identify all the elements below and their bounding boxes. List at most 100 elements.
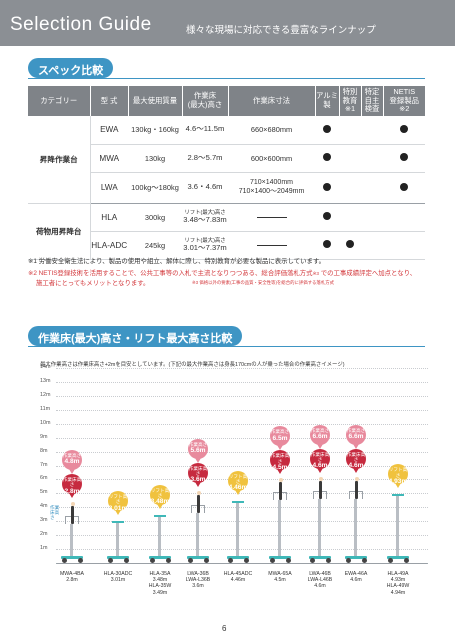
netis-cell <box>383 172 425 204</box>
height-pin: 作業床高さ 4.6m <box>346 448 366 469</box>
check-dot-icon <box>400 124 408 133</box>
worker-figure <box>355 480 358 499</box>
note-2a-sup: ※3 <box>312 271 319 276</box>
height-cell: 3.6・4.6m <box>182 172 228 204</box>
gridline <box>56 395 428 397</box>
model-label-line: 4.94m <box>390 589 406 596</box>
col-floor: 作業床寸法 <box>227 86 315 116</box>
note-3: ※3 価格以外の要素(工事の品質・安全性等)を総合的に評価する落札方式 <box>192 280 334 285</box>
check-dot-icon <box>323 240 331 248</box>
lift-platform <box>154 514 166 517</box>
header-bar <box>0 0 455 46</box>
y-axis-label: 2m <box>40 531 48 538</box>
aluminum-cell <box>315 172 339 204</box>
machine-mast <box>318 498 321 557</box>
model-label: MWA-65A 4.5m <box>258 571 302 583</box>
model-cell: EWA <box>90 116 128 145</box>
machine-mast <box>396 494 399 557</box>
model-label-line: 2.8m <box>66 577 78 584</box>
height-pin: リフト高さ 3.48m <box>150 484 170 506</box>
machine-mast <box>354 498 357 557</box>
table-row: 荷物用昇降台 HLA 300kg リフト(最大)高さ 3.48～7.83m <box>28 203 425 260</box>
model-label-line: 4.93m <box>390 577 406 584</box>
height-pin: 作業床高さ 3.6m <box>188 462 208 483</box>
height-pin: 作業高さ 6.6m <box>346 424 366 445</box>
worker-figure <box>71 506 74 524</box>
height-value: 3.01～7.37m <box>183 242 227 252</box>
wheel-icon <box>362 558 367 563</box>
y-axis-label: 9m <box>40 433 48 440</box>
education-cell <box>339 203 361 232</box>
model-label-line: LWA-36B <box>187 571 209 577</box>
note-2a-text: ※2 NETIS登録技術を活用することで、公共工事等の入札で主流となりつつある、… <box>28 270 313 277</box>
inspection-cell <box>361 203 383 232</box>
pin-value: 3.48m <box>150 498 170 506</box>
table-row: LWA 100kg～180kg 3.6・4.6m 710×1400mm 710×… <box>28 172 425 204</box>
page-number: 6 <box>222 624 227 633</box>
gridline <box>56 368 428 369</box>
pin-value: 4.93m <box>388 477 408 485</box>
pin-tail <box>395 483 401 489</box>
pin-value: 4.8m <box>64 458 80 466</box>
inspection-cell <box>361 116 383 145</box>
education-cell <box>339 172 361 204</box>
load-cell: 300kg <box>128 203 182 232</box>
model-label: HLA-35A 3.48m HLA-35W 3.49m <box>138 571 182 596</box>
machine-mast <box>236 500 239 557</box>
model-cell: MWA <box>90 144 128 173</box>
machine-base <box>149 556 171 559</box>
floor-cell <box>228 203 315 232</box>
model-label-line: HLA-35W <box>148 583 172 590</box>
wheel-icon <box>166 558 171 563</box>
pin-label: 作業床高さ <box>310 451 330 463</box>
pin-label: 作業高さ <box>346 427 366 433</box>
pin-label: 作業高さ <box>270 429 290 435</box>
wheel-icon <box>388 558 393 563</box>
height-pin: リフト高さ 3.01m <box>108 491 128 512</box>
wheel-icon <box>404 558 409 563</box>
worker-head <box>318 476 323 481</box>
machine-mast <box>158 514 161 557</box>
height-section-rule <box>28 346 425 347</box>
worker-head <box>278 478 283 483</box>
gridline <box>56 437 428 439</box>
model-label-line: HLA-35A <box>149 571 171 577</box>
check-dot-icon <box>400 182 408 191</box>
height-pin: 作業高さ 5.6m <box>188 438 208 459</box>
pin-label: 作業床高さ <box>270 453 290 464</box>
lift-platform <box>392 494 404 497</box>
model-label-line: 3.01m <box>110 577 126 584</box>
y-axis-label: 3m <box>40 517 48 524</box>
model-label-line: 4.6m <box>314 583 326 590</box>
machine-base <box>309 556 331 559</box>
dash-mark <box>256 245 287 247</box>
pin-tail <box>317 443 323 449</box>
netis-cell <box>383 116 425 145</box>
y-axis-label: 5m <box>40 489 48 496</box>
pin-value: 2.8m <box>64 487 80 495</box>
lift-platform <box>112 521 124 524</box>
model-label-line: LWA-46B <box>309 571 331 577</box>
pin-label: 作業床高さ <box>188 465 208 477</box>
wheel-icon <box>188 558 193 563</box>
height-pin: 作業高さ 4.8m <box>62 450 82 470</box>
education-cell <box>339 144 361 173</box>
wheel-icon <box>204 558 209 563</box>
model-label-line: 3.49m <box>152 589 168 596</box>
spec-section-rule <box>28 78 425 79</box>
height-section-title: 作業床(最大)高さ・リフト最大高さ比較 <box>28 326 243 346</box>
floor-cell <box>228 231 315 260</box>
note-2a: ※2 NETIS登録技術を活用することで、公共工事等の入札で主流となりつつある、… <box>28 268 416 277</box>
pin-tail <box>115 510 121 516</box>
wheel-icon <box>124 558 129 563</box>
inspection-cell <box>361 231 383 260</box>
machine-base <box>269 556 291 559</box>
height-pin: 作業高さ 6.6m <box>310 424 330 445</box>
wheel-icon <box>286 558 291 563</box>
wheel-icon <box>310 558 315 563</box>
pin-tail <box>195 457 201 463</box>
chart-caption: 最大作業高さは作業床高さ+2mを目安としています。(下記の最大作業高さは身長17… <box>40 362 345 368</box>
lift-platform <box>232 500 244 503</box>
pin-label: リフト高さ <box>108 494 128 505</box>
pin-value: 4.6m <box>312 462 328 470</box>
